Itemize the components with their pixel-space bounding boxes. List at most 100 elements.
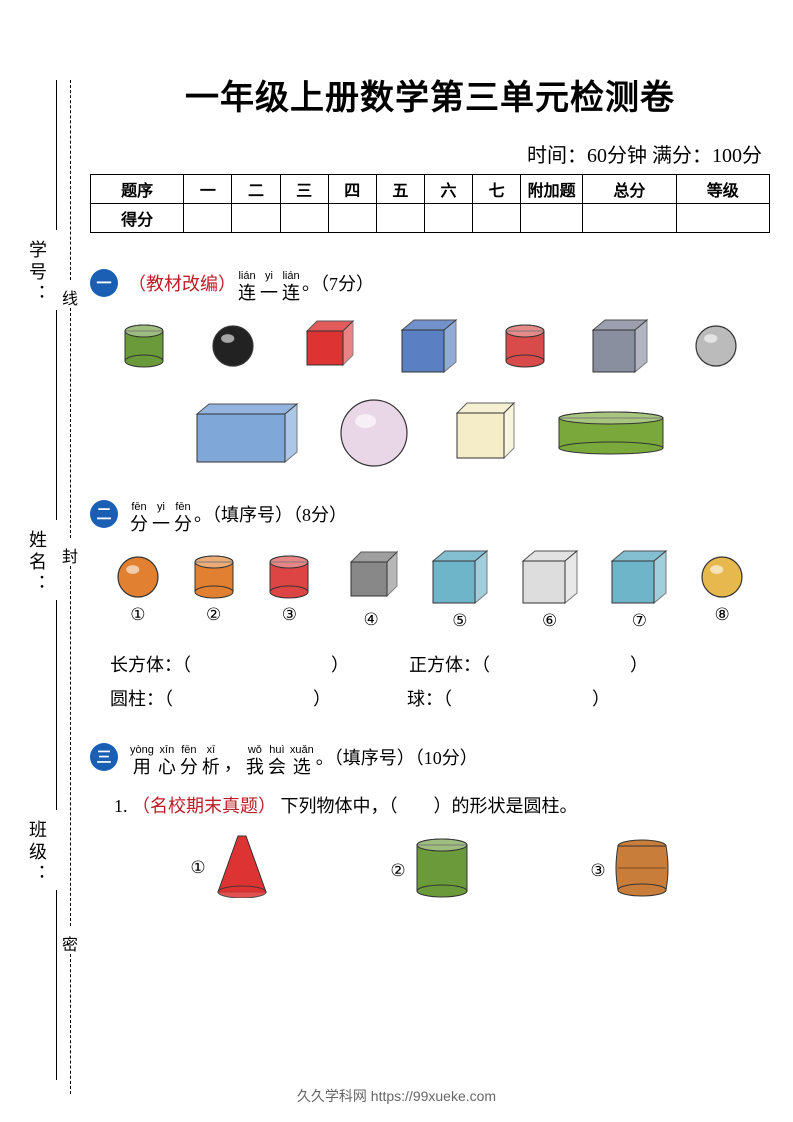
tail-text: 。（填序号）（10分） — [316, 744, 478, 770]
td — [232, 204, 280, 233]
number-label: ④ — [364, 610, 379, 630]
barrel-icon: ③ — [590, 838, 669, 903]
section-header: 一 （教材改编） lián连yi一lián连 。（7分） — [90, 263, 770, 302]
td — [328, 204, 376, 233]
badge-1: 一 — [90, 269, 118, 297]
td — [521, 204, 583, 233]
label: ） — [592, 685, 610, 711]
yellowball-icon: ⑧ — [700, 555, 744, 625]
pinyin-char: yi一 — [260, 271, 278, 302]
pinyin-words: yòng用xīn心fēn分xī析，wǒ我huì会xuǎn选 — [128, 737, 316, 776]
bottle-icon: ③ — [267, 555, 311, 625]
pinyin-char: yòng用 — [130, 745, 154, 776]
option-icon — [214, 832, 270, 903]
binding-strip: 学号： 姓名： 班级： 线 封 密 — [18, 80, 78, 1080]
label: ） — [313, 685, 331, 711]
dash-seg — [70, 954, 71, 1094]
tail-text: 。（7分） — [302, 270, 374, 296]
th: 一 — [184, 175, 232, 204]
td — [473, 204, 521, 233]
th: 等级 — [676, 175, 769, 204]
gap — [331, 685, 407, 711]
label-student-id: 学号： — [24, 240, 50, 306]
dash-label: 线 — [62, 285, 78, 309]
blank — [452, 685, 592, 711]
object-row: ①②③④⑤⑥⑦⑧ — [90, 549, 770, 631]
sphere-shape — [339, 398, 409, 468]
dash-seg — [70, 308, 71, 538]
pinyin-words: lián连yi一lián连 — [236, 263, 302, 302]
picture-icon — [400, 318, 458, 374]
score-table: 题序 一 二 三 四 五 六 七 附加题 总分 等级 得分 — [90, 174, 770, 233]
dash-seg — [70, 566, 71, 926]
td — [676, 204, 769, 233]
source-tag: （名校期末真题） — [132, 796, 276, 816]
label: 圆柱：（ — [110, 685, 173, 711]
number-label: ③ — [282, 605, 297, 625]
number-label: ⑤ — [452, 611, 467, 631]
label: ） — [331, 651, 349, 677]
table-row: 题序 一 二 三 四 五 六 七 附加题 总分 等级 — [91, 175, 770, 204]
option-icon — [414, 838, 470, 903]
td — [424, 204, 472, 233]
line-seg — [56, 80, 57, 230]
pinyin-char: ， — [224, 753, 242, 773]
th: 题序 — [91, 175, 184, 204]
answer-line: 圆柱：（ ） 球：（ ） — [110, 685, 770, 711]
number-label: ② — [390, 861, 405, 881]
jar2-icon: ② — [390, 838, 469, 903]
num: 1. — [114, 796, 128, 816]
tail-text: 。（填序号）（8分） — [194, 501, 347, 527]
footer: 久久学科网 https://99xueke.com — [0, 1086, 793, 1106]
label-name: 姓名： — [24, 530, 50, 596]
badge-3: 三 — [90, 743, 118, 771]
label: 球：（ — [407, 685, 452, 711]
number-label: ⑧ — [715, 605, 730, 625]
longbox-icon: ⑥ — [521, 549, 579, 631]
label-class: 班级： — [24, 820, 50, 886]
pinyin-char: lián连 — [238, 271, 256, 302]
dice-icon — [299, 319, 355, 373]
th: 五 — [376, 175, 424, 204]
number-label: ② — [206, 605, 221, 625]
pinyin-char: lián连 — [282, 271, 300, 302]
rubik-icon: ④ — [343, 550, 399, 630]
bucket-icon: ① — [190, 832, 269, 903]
blank — [490, 651, 630, 677]
shape-row-bottom — [90, 398, 770, 468]
th: 四 — [328, 175, 376, 204]
box-icon — [591, 318, 649, 374]
page-content: 一年级上册数学第三单元检测卷 时间：60分钟 满分：100分 题序 一 二 三 … — [90, 0, 770, 929]
dash-seg — [70, 80, 71, 280]
soccer-icon — [211, 324, 255, 368]
object-row-top — [90, 318, 770, 374]
answer-line: 长方体：（ ） 正方体：（ ） — [110, 651, 770, 677]
line-seg — [56, 890, 57, 1080]
dash-label: 密 — [62, 931, 78, 955]
pinyin-char: yi一 — [152, 502, 170, 533]
th: 七 — [473, 175, 521, 204]
cube-shape — [449, 401, 516, 466]
question-3: 三 yòng用xīn心fēn分xī析，wǒ我huì会xuǎn选 。（填序号）（1… — [90, 737, 770, 903]
jar-icon: ② — [192, 555, 236, 625]
th: 六 — [424, 175, 472, 204]
th: 总分 — [583, 175, 676, 204]
option-row: ① ② ③ — [90, 832, 770, 903]
number-label: ① — [190, 858, 205, 878]
th: 三 — [280, 175, 328, 204]
pinyin-char: fēn分 — [130, 502, 148, 533]
page-title: 一年级上册数学第三单元检测卷 — [90, 70, 770, 119]
label: 正方体：（ — [409, 651, 490, 677]
flatbox-icon: ⑤ — [431, 549, 489, 631]
label: 长方体：（ — [110, 651, 191, 677]
pinyin-char: xīn心 — [158, 745, 176, 776]
th: 附加题 — [521, 175, 583, 204]
th: 二 — [232, 175, 280, 204]
question-1: 一 （教材改编） lián连yi一lián连 。（7分） — [90, 263, 770, 468]
line-seg — [56, 310, 57, 520]
th: 得分 — [91, 204, 184, 233]
pinyin-char: fēn分 — [174, 502, 192, 533]
cuboid-shape — [195, 402, 299, 464]
can-icon — [122, 324, 166, 368]
section-header: 二 fēn分yi一fēn分 。（填序号）（8分） — [90, 494, 770, 533]
